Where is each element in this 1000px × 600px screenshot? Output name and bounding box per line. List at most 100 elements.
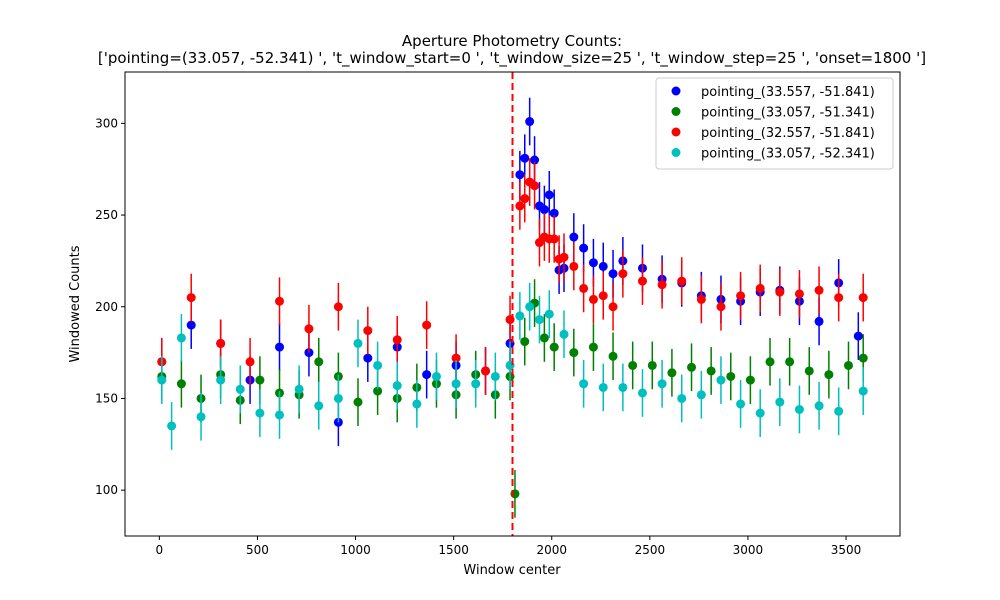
data-point [373,386,383,396]
data-point [824,370,834,380]
data-point [525,302,535,312]
y-tick-label: 250 [95,208,118,222]
data-point [525,117,535,127]
legend-marker [671,127,681,137]
data-point [530,181,540,191]
data-point [608,302,618,312]
data-point [167,421,177,431]
data-point [559,252,569,262]
data-point [549,208,559,218]
data-point [579,283,589,293]
data-point [549,234,559,244]
y-tick-label: 300 [95,116,118,130]
x-tick-label: 2000 [536,543,567,557]
data-point [549,342,559,352]
data-point [275,410,285,420]
legend-marker [671,107,681,116]
data-point [736,399,746,409]
data-point [834,293,844,303]
data-point [412,399,422,409]
data-point [588,294,598,304]
data-point [186,320,196,330]
data-point [392,381,402,391]
legend: pointing_(33.557, -51.841) pointing_(33.0… [655,77,894,170]
data-point [657,280,667,290]
x-tick-label: 0 [156,543,164,557]
data-point [515,201,525,211]
data-point [451,379,461,389]
data-point [569,232,579,242]
data-point [534,315,544,325]
axes-frame [124,71,901,537]
legend-box [655,77,894,170]
data-point [775,397,785,407]
data-point [579,379,589,389]
data-point [657,379,667,389]
data-point [255,375,265,385]
data-point [736,291,746,301]
data-point [353,397,363,407]
data-point [333,393,343,403]
data-point [628,360,638,370]
data-point [363,326,373,336]
x-tick-label: 500 [246,543,269,557]
data-point [235,384,245,394]
data-point [451,353,461,363]
chart-title: Aperture Photometry Counts: [402,32,622,50]
data-point [275,296,285,306]
data-point [314,401,324,411]
data-point [647,360,657,370]
data-point [353,338,363,348]
data-point [618,382,628,392]
data-point [696,294,706,304]
data-point [726,371,736,381]
data-point [245,357,255,367]
data-point [755,408,765,418]
data-point [515,311,525,321]
data-point [544,309,554,319]
data-point [696,390,706,400]
data-point [667,368,677,378]
data-point [637,388,647,398]
data-point [608,269,618,279]
data-point [515,170,525,180]
data-point [677,276,687,286]
legend-marker [671,86,681,96]
data-point [804,366,814,376]
data-point [275,342,285,352]
data-point [598,291,608,301]
data-point [304,324,314,334]
data-point [716,302,726,312]
data-point [422,320,432,330]
data-point [294,384,304,394]
data-point [471,379,481,389]
legend-label: pointing_(32.557, -51.841) [701,126,875,141]
data-point [637,276,647,286]
x-axis-label: Window center [463,563,561,578]
legend-label: pointing_(33.557, -51.841) [701,85,875,100]
data-point [431,371,441,381]
data-point [858,353,868,363]
data-point [814,401,824,411]
data-point [775,287,785,297]
data-point [569,348,579,358]
x-tick-label: 2500 [635,543,666,557]
x-axis-ticks: 0 500 1000 1500 2000 2500 3000 3500 [156,536,862,557]
legend-marker [671,148,681,157]
data-point [559,329,569,339]
data-point [618,269,628,279]
data-point [333,302,343,312]
y-axis-ticks: 100 150 200 250 300 [95,116,125,497]
data-point [255,408,265,418]
chart-subtitle: ['pointing=(33.057, -52.341) ', 't_windo… [98,49,926,68]
data-point [687,362,697,372]
data-point [539,333,549,343]
series [157,158,868,395]
data-point [569,261,579,271]
data-point [314,357,324,367]
data-point [794,404,804,414]
x-tick-label: 3500 [831,543,862,557]
data-point [677,393,687,403]
legend-label: pointing_(33.057, -52.341) [701,147,875,162]
data-point [520,153,530,163]
